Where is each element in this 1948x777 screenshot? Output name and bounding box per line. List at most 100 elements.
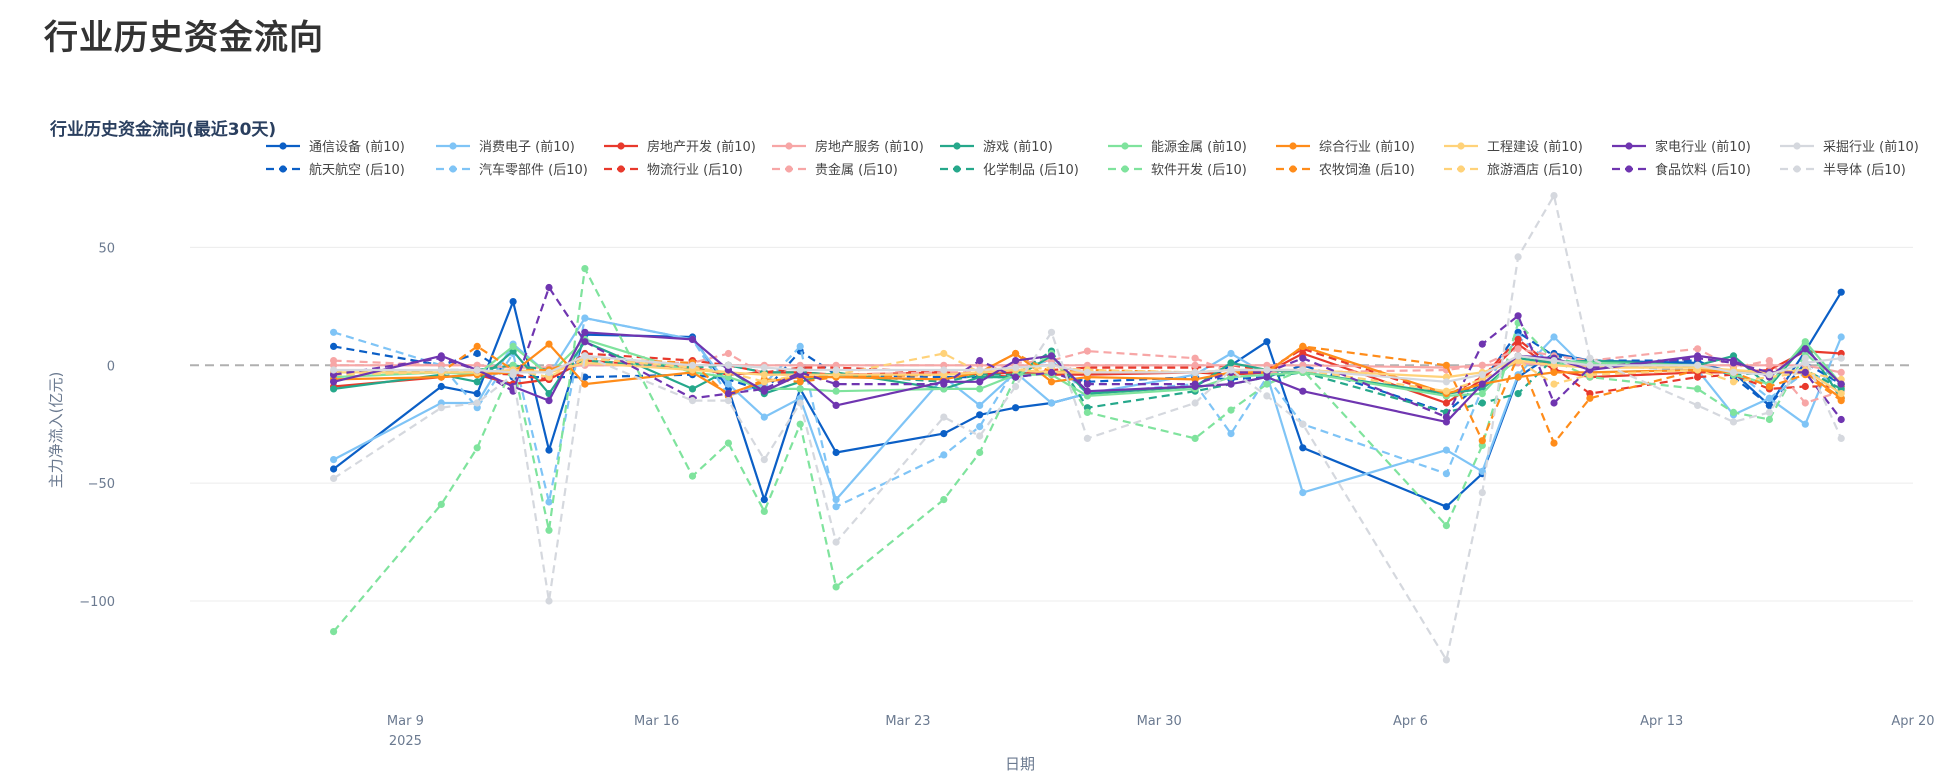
data-point[interactable] [1442, 503, 1450, 511]
data-point[interactable] [473, 349, 481, 358]
data-point[interactable] [1047, 378, 1056, 386]
data-point[interactable] [1514, 335, 1522, 343]
data-point[interactable] [545, 397, 553, 405]
data-point[interactable] [1227, 380, 1235, 388]
data-point[interactable] [581, 265, 589, 273]
data-point[interactable] [1729, 378, 1738, 386]
data-point[interactable] [1227, 359, 1235, 367]
legend-item[interactable]: 综合行业 (前10) [1276, 139, 1415, 155]
data-point[interactable] [940, 380, 948, 388]
data-point[interactable] [1012, 349, 1020, 358]
data-point[interactable] [1837, 397, 1845, 405]
legend-item[interactable]: 房地产服务 (前10) [772, 139, 924, 155]
data-point[interactable] [545, 340, 553, 348]
data-point[interactable] [688, 472, 697, 480]
data-point[interactable] [1191, 380, 1199, 388]
legend-item[interactable]: 软件开发 (后10) [1108, 162, 1247, 178]
data-point[interactable] [1550, 192, 1558, 200]
data-point[interactable] [832, 387, 840, 395]
data-point[interactable] [437, 500, 445, 508]
legend-item[interactable]: 能源金属 (前10) [1108, 139, 1247, 155]
legend-item[interactable]: 工程建设 (前10) [1444, 139, 1583, 155]
data-point[interactable] [976, 448, 984, 457]
data-point[interactable] [1694, 354, 1702, 362]
data-point[interactable] [1012, 404, 1020, 412]
data-point[interactable] [724, 380, 733, 388]
data-point[interactable] [509, 298, 517, 306]
data-point[interactable] [832, 366, 840, 374]
data-point[interactable] [1047, 352, 1056, 360]
data-point[interactable] [1442, 446, 1450, 454]
data-point[interactable] [976, 401, 984, 409]
data-point[interactable] [1586, 361, 1594, 369]
data-point[interactable] [1478, 437, 1486, 445]
data-point[interactable] [1012, 382, 1020, 391]
legend-item[interactable]: 化学制品 (后10) [940, 162, 1079, 178]
data-point[interactable] [1047, 399, 1056, 407]
data-point[interactable] [796, 399, 804, 407]
data-point[interactable] [330, 357, 338, 365]
legend-item[interactable]: 房地产开发 (前10) [604, 139, 756, 155]
data-point[interactable] [724, 390, 733, 398]
data-point[interactable] [437, 404, 445, 412]
data-point[interactable] [796, 385, 804, 393]
legend-item[interactable]: 农牧饲渔 (后10) [1276, 163, 1415, 178]
data-point[interactable] [545, 597, 553, 605]
data-point[interactable] [1694, 361, 1702, 369]
data-point[interactable] [1550, 357, 1558, 365]
data-point[interactable] [1299, 366, 1307, 374]
data-point[interactable] [940, 451, 948, 459]
data-point[interactable] [1801, 382, 1809, 391]
data-point[interactable] [1047, 361, 1056, 369]
data-point[interactable] [330, 474, 338, 482]
data-point[interactable] [1729, 368, 1738, 376]
chart-legend[interactable]: 通信设备 (前10) 航天航空 (后10) 消费电子 (前10) 汽车零部件 (后10… [266, 139, 1919, 178]
data-point[interactable] [1263, 338, 1271, 346]
data-point[interactable] [976, 366, 984, 374]
data-point[interactable] [473, 366, 481, 374]
legend-item[interactable]: 半导体 (后10) [1780, 163, 1906, 178]
data-point[interactable] [1765, 415, 1773, 424]
data-point[interactable] [1801, 345, 1809, 353]
data-point[interactable] [1586, 354, 1594, 362]
data-point[interactable] [1514, 312, 1522, 320]
data-point[interactable] [1299, 342, 1307, 350]
data-point[interactable] [330, 628, 338, 636]
data-point[interactable] [1765, 394, 1773, 402]
series-line[interactable] [333, 343, 1842, 400]
data-point[interactable] [1083, 434, 1091, 442]
data-point[interactable] [1729, 408, 1738, 416]
data-point[interactable] [1514, 352, 1522, 360]
data-point[interactable] [1442, 399, 1450, 407]
data-point[interactable] [1442, 378, 1450, 386]
data-point[interactable] [330, 328, 338, 336]
data-point[interactable] [1478, 340, 1486, 348]
legend-item[interactable]: 游戏 (前10) [940, 139, 1053, 155]
legend-item[interactable]: 贵金属 (后10) [772, 162, 898, 178]
series-line[interactable] [332, 267, 1842, 633]
data-point[interactable] [1837, 434, 1845, 442]
data-point[interactable] [1083, 387, 1091, 395]
data-point[interactable] [581, 328, 589, 336]
data-point[interactable] [1263, 380, 1271, 388]
data-point[interactable] [1550, 399, 1558, 407]
data-point[interactable] [330, 378, 338, 386]
data-point[interactable] [1801, 368, 1809, 376]
data-point[interactable] [832, 380, 840, 388]
data-point[interactable] [1442, 470, 1450, 478]
data-point[interactable] [1478, 467, 1486, 475]
data-point[interactable] [1442, 522, 1450, 530]
data-point[interactable] [724, 361, 733, 369]
data-point[interactable] [1478, 390, 1486, 398]
data-point[interactable] [473, 399, 481, 407]
series-19[interactable] [330, 192, 1845, 664]
data-point[interactable] [1299, 489, 1307, 497]
data-point[interactable] [760, 364, 768, 372]
data-point[interactable] [1227, 406, 1235, 414]
data-point[interactable] [976, 432, 984, 440]
data-point[interactable] [1478, 489, 1486, 497]
data-point[interactable] [796, 420, 804, 428]
data-point[interactable] [473, 378, 481, 386]
data-point[interactable] [581, 314, 589, 322]
data-point[interactable] [1442, 387, 1450, 395]
